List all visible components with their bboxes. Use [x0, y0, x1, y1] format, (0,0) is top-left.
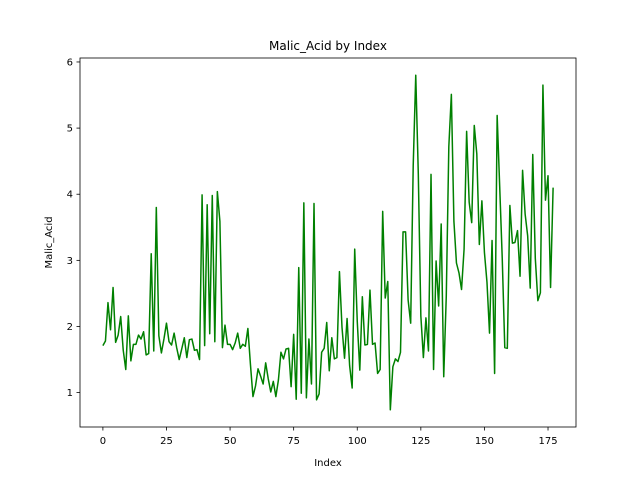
x-axis-ticks: 0 25 50 75 100 125 150 175 [100, 427, 558, 447]
x-tick-label: 125 [411, 436, 430, 447]
y-tick-label: 1 [67, 388, 73, 399]
y-tick-label: 2 [67, 322, 73, 333]
plot-frame [79, 57, 577, 428]
chart-title: Malic_Acid by Index [269, 39, 387, 53]
y-tick-label: 5 [67, 124, 73, 135]
x-tick-label: 25 [160, 436, 173, 447]
x-axis-label: Index [314, 458, 342, 469]
x-tick-label: 0 [100, 436, 106, 447]
y-tick-label: 4 [67, 190, 73, 201]
x-tick-label: 150 [475, 436, 494, 447]
x-tick-label: 175 [538, 436, 557, 447]
y-axis-ticks: 1 2 3 4 5 6 [67, 57, 80, 399]
x-tick-label: 75 [287, 436, 300, 447]
series-line [102, 74, 554, 411]
x-tick-label: 100 [348, 436, 367, 447]
y-axis-label: Malic_Acid [44, 216, 55, 268]
y-tick-label: 3 [67, 256, 73, 267]
x-tick-label: 50 [224, 436, 237, 447]
y-tick-label: 6 [67, 57, 73, 68]
